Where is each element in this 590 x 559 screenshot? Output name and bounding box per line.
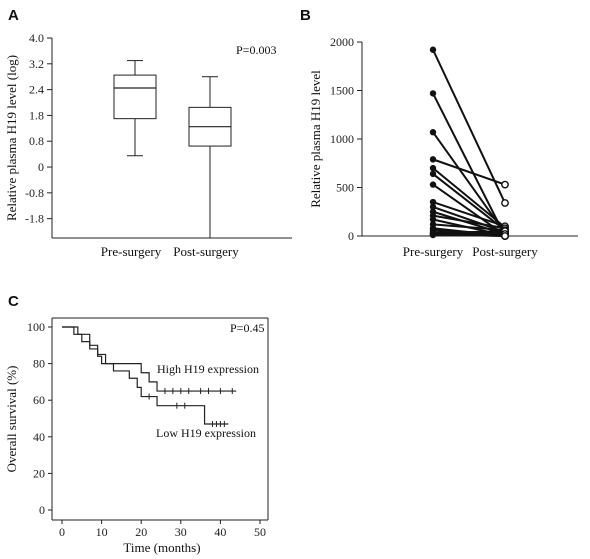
paired-line xyxy=(432,158,506,186)
panel-c-p-value: P=0.45 xyxy=(230,321,264,335)
panel-c-survival-curves xyxy=(62,326,237,427)
panel-c-x-ticks: 0 10 20 30 40 50 xyxy=(59,520,266,539)
paired-line xyxy=(432,233,506,237)
panel-a-y-tick-label: 2.4 xyxy=(29,83,44,97)
panel-c-x-tick-label: 0 xyxy=(59,525,65,539)
panel-a-axes xyxy=(51,38,292,239)
paired-line xyxy=(432,229,506,236)
post-surgery-point xyxy=(501,180,509,189)
paired-line xyxy=(432,49,506,204)
paired-line xyxy=(432,223,506,232)
panel-c-y-tick-label: 100 xyxy=(27,320,45,334)
panel-c-x-tick-label: 10 xyxy=(96,525,108,539)
panel-a-category-label: Pre-surgery xyxy=(101,244,162,259)
panel-b-categories: Pre-surgery Post-surgery xyxy=(403,244,538,259)
panel-c: C 0 20 40 60 80 100 0 10 20 30 40 50 Overall survi… xyxy=(4,293,269,555)
panel-a: A 4.0 3.2 2.4 1.8 0.8 0 -0.8 -1.8 Pre-surgery Po… xyxy=(4,7,292,259)
paired-line xyxy=(432,201,506,228)
paired-line xyxy=(432,205,506,234)
panel-c-x-tick-label: 40 xyxy=(214,525,226,539)
panel-c-series-label-high: High H19 expression xyxy=(157,362,259,376)
panel-c-y-tick-label: 20 xyxy=(33,466,45,480)
paired-line xyxy=(432,214,506,230)
post-surgery-point xyxy=(501,199,509,207)
panel-c-y-tick-label: 0 xyxy=(39,503,45,517)
panel-a-y-tick-label: -0.8 xyxy=(25,186,44,200)
panel-b-y-tick-label: 0 xyxy=(348,229,354,243)
panel-b-paired-lines xyxy=(429,46,509,240)
panel-c-x-tick-label: 20 xyxy=(135,525,147,539)
pre-surgery-point xyxy=(429,231,437,238)
panel-c-y-tick-label: 80 xyxy=(33,357,45,371)
panel-letter-a: A xyxy=(8,7,19,24)
panel-a-y-tick-label: 4.0 xyxy=(29,31,44,45)
pre-surgery-point xyxy=(429,203,437,211)
paired-line xyxy=(432,173,506,231)
post-surgery-point xyxy=(501,232,509,240)
pre-surgery-point xyxy=(429,181,437,188)
pre-surgery-point xyxy=(429,216,437,223)
panel-b-category-label: Post-surgery xyxy=(472,244,538,259)
high-h19-survival-curve xyxy=(62,326,237,392)
panel-b-y-axis-title: Relative plasma H19 level xyxy=(308,70,323,208)
panel-a-y-tick-label: 0.8 xyxy=(29,134,44,148)
panel-b: B 0 500 1000 1500 2000 Pre-surgery Post-surge… xyxy=(300,7,578,259)
pre-surgery-point xyxy=(429,170,437,178)
pre-surgery-point xyxy=(429,198,437,206)
panel-a-p-value: P=0.003 xyxy=(236,43,276,57)
panel-b-y-tick-label: 500 xyxy=(336,181,354,195)
panel-a-y-tick-label: 3.2 xyxy=(29,57,44,71)
panel-c-y-tick-label: 40 xyxy=(33,430,45,444)
pre-surgery-point xyxy=(429,164,437,172)
panel-letter-b: B xyxy=(300,7,311,24)
panel-b-y-ticks: 0 500 1000 1500 2000 xyxy=(330,35,362,243)
pre-surgery-point xyxy=(429,156,437,163)
panel-b-y-tick-label: 2000 xyxy=(330,35,354,49)
low-h19-survival-curve xyxy=(62,326,229,425)
panel-a-y-tick-label: 0 xyxy=(38,160,44,174)
box-iqr xyxy=(113,74,157,120)
panel-a-y-axis-title: Relative plasma H19 level (log) xyxy=(4,55,19,221)
pre-surgery-point xyxy=(429,129,437,136)
pre-surgery-point xyxy=(429,46,437,53)
panel-letter-c: C xyxy=(8,293,19,310)
panel-c-x-tick-label: 50 xyxy=(254,525,266,539)
paired-line xyxy=(432,92,506,237)
panel-b-y-tick-label: 1000 xyxy=(330,132,354,146)
panel-c-x-tick-label: 30 xyxy=(175,525,187,539)
panel-c-x-axis-title: Time (months) xyxy=(123,540,200,555)
panel-a-category-label: Post-surgery xyxy=(173,244,239,259)
panel-c-y-ticks: 0 20 40 60 80 100 xyxy=(27,320,52,517)
panel-a-y-ticks: 4.0 3.2 2.4 1.8 0.8 0 -0.8 -1.8 xyxy=(25,31,52,226)
panel-b-category-label: Pre-surgery xyxy=(403,244,464,259)
pre-surgery-point xyxy=(429,90,437,97)
panel-c-y-axis-title: Overall survival (%) xyxy=(4,366,19,473)
panel-a-boxes xyxy=(113,60,232,239)
panel-a-y-tick-label: -1.8 xyxy=(25,212,44,226)
paired-line xyxy=(432,167,506,229)
panel-a-y-tick-label: 1.8 xyxy=(29,108,44,122)
panel-c-series-label-low: Low H19 expression xyxy=(156,426,256,440)
panel-b-axes xyxy=(361,42,578,237)
panel-c-y-tick-label: 60 xyxy=(33,393,45,407)
panel-c-axes xyxy=(51,317,269,521)
panel-a-categories: Pre-surgery Post-surgery xyxy=(101,244,239,259)
panel-b-y-tick-label: 1500 xyxy=(330,84,354,98)
